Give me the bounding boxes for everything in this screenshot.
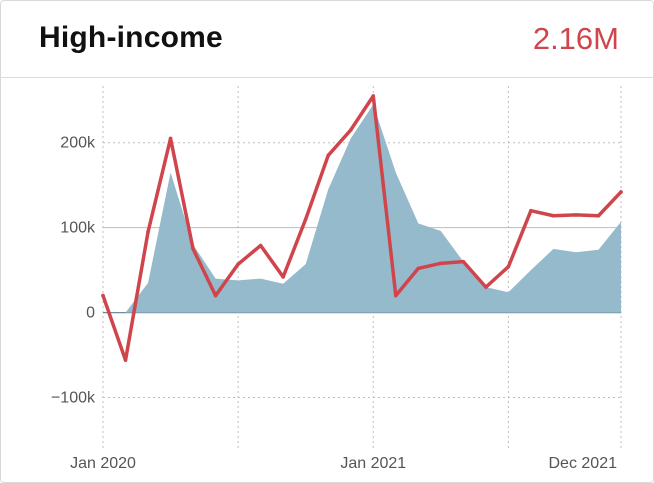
line-point [416,266,421,271]
y-tick-label: −100k [51,390,96,407]
line-point [281,275,285,279]
line-point [529,208,533,213]
line-point [101,293,105,298]
line-point [303,217,308,221]
line-point [258,243,263,248]
line-point [191,247,195,251]
line-point [393,293,398,298]
line-point [236,262,240,266]
line-point [168,136,173,141]
line-point [461,259,466,264]
line-point [551,213,556,218]
y-tick-label: 200k [60,135,96,152]
line-point [619,190,623,194]
line-point [596,213,601,218]
line-series [101,94,623,362]
line-point [574,213,578,217]
line-point [439,261,443,266]
line-point [506,264,511,269]
line-point [123,358,128,362]
area-series [103,104,621,313]
card-title: High-income [39,21,223,54]
line-point [213,293,218,298]
line-point [348,128,353,132]
line-point [146,230,150,234]
x-tick-label: Jan 2021 [340,455,406,472]
total-value: 2.16M [532,21,619,56]
x-tick-label: Dec 2021 [549,455,618,472]
line-area-chart: 200k 100k 0 −100k Jan 2020 Jan 2021 Dec 2021 [51,86,623,472]
line-point [484,285,488,289]
y-tick-label: 100k [60,220,96,237]
x-tick-label: Jan 2020 [70,455,136,472]
line-point [326,153,331,158]
card-header: High-income 2.16M [1,1,653,78]
y-tick-label: 0 [86,305,95,322]
line-point [371,94,376,98]
